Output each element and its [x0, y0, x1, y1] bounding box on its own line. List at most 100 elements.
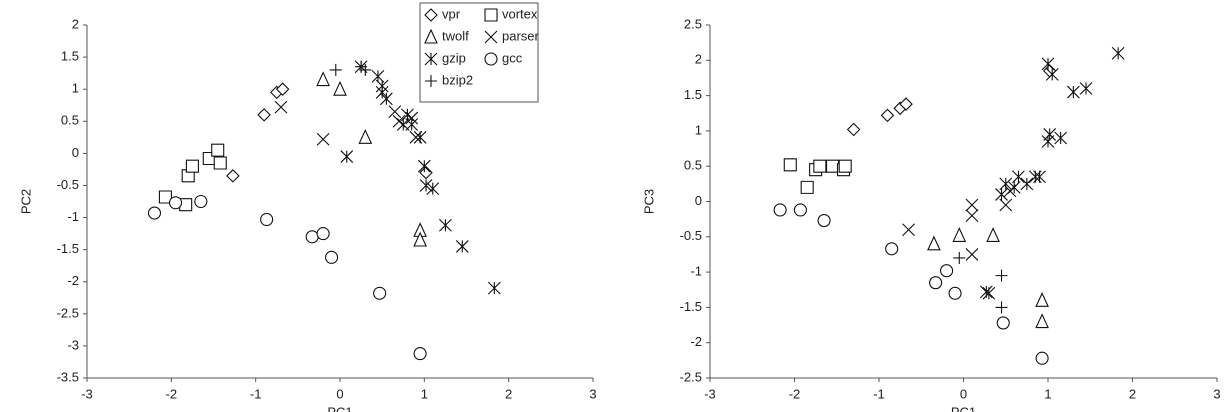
point-asterisk	[1111, 46, 1125, 60]
point-circle	[147, 206, 162, 220]
x-tick-label: -3	[81, 386, 93, 401]
point-diamond	[257, 108, 271, 122]
point-asterisk	[405, 118, 419, 131]
y-tick-label: 2.5	[684, 16, 702, 31]
y-tick-label: -3	[67, 337, 79, 352]
y-tick-label: -2.5	[680, 369, 702, 384]
x-tick-label: -2	[166, 386, 178, 401]
point-circle	[194, 194, 208, 209]
point-circle	[817, 214, 831, 228]
point-asterisk	[1041, 57, 1055, 71]
point-asterisk	[995, 188, 1008, 201]
point-asterisk	[417, 159, 431, 173]
x-axis-label: PC1	[951, 404, 976, 412]
point-square	[800, 180, 814, 194]
point-circle	[773, 203, 787, 217]
point-circle	[996, 316, 1010, 330]
point-asterisk	[1020, 177, 1034, 191]
point-x	[316, 132, 330, 146]
point-asterisk	[1066, 85, 1080, 99]
point-circle	[260, 212, 274, 227]
y-tick-label: -0.5	[680, 228, 702, 243]
y-tick-label: -1.5	[680, 299, 702, 314]
y-tick-label: 2	[695, 52, 702, 67]
point-triangle	[358, 129, 373, 144]
y-tick-label: -1.5	[57, 241, 79, 256]
point-x	[965, 198, 979, 212]
x-tick-label: -3	[704, 386, 716, 401]
y-tick-label: 1	[695, 122, 702, 137]
point-square	[825, 159, 840, 173]
point-asterisk	[419, 179, 433, 192]
point-diamond	[275, 82, 290, 96]
point-x	[388, 105, 402, 119]
point-circle	[305, 230, 319, 244]
point-x	[965, 248, 979, 261]
point-circle	[1035, 351, 1049, 365]
y-tick-label: 2	[72, 16, 79, 31]
point-x	[902, 223, 915, 237]
point-triangle	[927, 235, 941, 251]
point-asterisk	[982, 286, 996, 300]
point-square	[783, 158, 797, 172]
point-circle	[940, 264, 954, 278]
legend-label: twolf	[442, 28, 469, 43]
x-tick-label: 0	[336, 386, 343, 401]
x-tick-label: 3	[1213, 386, 1220, 401]
legend-marker	[424, 52, 438, 66]
point-diamond	[419, 165, 433, 180]
legend-marker	[424, 8, 438, 22]
point-triangle	[413, 231, 427, 247]
point-plus	[359, 63, 372, 76]
point-asterisk	[999, 177, 1013, 191]
point-asterisk	[1012, 170, 1025, 184]
x-axis-label: PC1	[327, 404, 352, 412]
point-asterisk	[1054, 131, 1068, 145]
point-triangle	[316, 71, 330, 87]
point-asterisk	[487, 281, 501, 295]
point-circle	[373, 286, 387, 300]
point-asterisk	[340, 150, 354, 163]
point-square	[211, 143, 225, 157]
point-circle	[948, 286, 962, 300]
point-circle	[929, 276, 943, 290]
x-tick-label: 1	[1044, 386, 1051, 401]
point-asterisk	[439, 218, 452, 232]
x-tick-label: 2	[505, 386, 512, 401]
point-circle	[793, 203, 807, 217]
legend-label: parser	[502, 28, 540, 43]
y-tick-label: 0.5	[684, 158, 702, 173]
y-tick-label: -0.5	[57, 177, 79, 192]
point-x	[274, 100, 288, 114]
point-triangle	[333, 80, 347, 96]
point-circle	[325, 250, 339, 264]
y-tick-label: -1	[67, 209, 79, 224]
legend-label: bzip2	[442, 72, 473, 87]
legend-label: gcc	[502, 50, 523, 65]
point-asterisk	[413, 130, 427, 144]
legend-marker	[484, 52, 498, 66]
point-triangle	[952, 227, 967, 242]
y-axis-label: PC3	[641, 189, 656, 214]
point-circle	[169, 196, 183, 210]
y-tick-label: -3.5	[57, 369, 79, 384]
point-plus	[329, 63, 342, 76]
y-tick-label: -2	[67, 273, 79, 288]
point-diamond	[226, 169, 240, 183]
x-tick-label: -1	[873, 386, 885, 401]
point-asterisk	[426, 182, 440, 196]
point-diamond	[880, 108, 895, 123]
point-square	[185, 159, 199, 173]
point-plus	[995, 269, 1008, 282]
x-tick-label: 3	[589, 386, 596, 401]
point-asterisk	[455, 240, 469, 253]
x-tick-label: 0	[960, 386, 967, 401]
y-tick-label: 1	[72, 81, 79, 96]
y-tick-label: 1.5	[61, 49, 79, 64]
point-x	[999, 198, 1013, 212]
point-diamond	[899, 97, 913, 111]
point-asterisk	[1043, 128, 1057, 141]
point-triangle	[1035, 313, 1049, 329]
y-tick-label: -2.5	[57, 305, 79, 320]
